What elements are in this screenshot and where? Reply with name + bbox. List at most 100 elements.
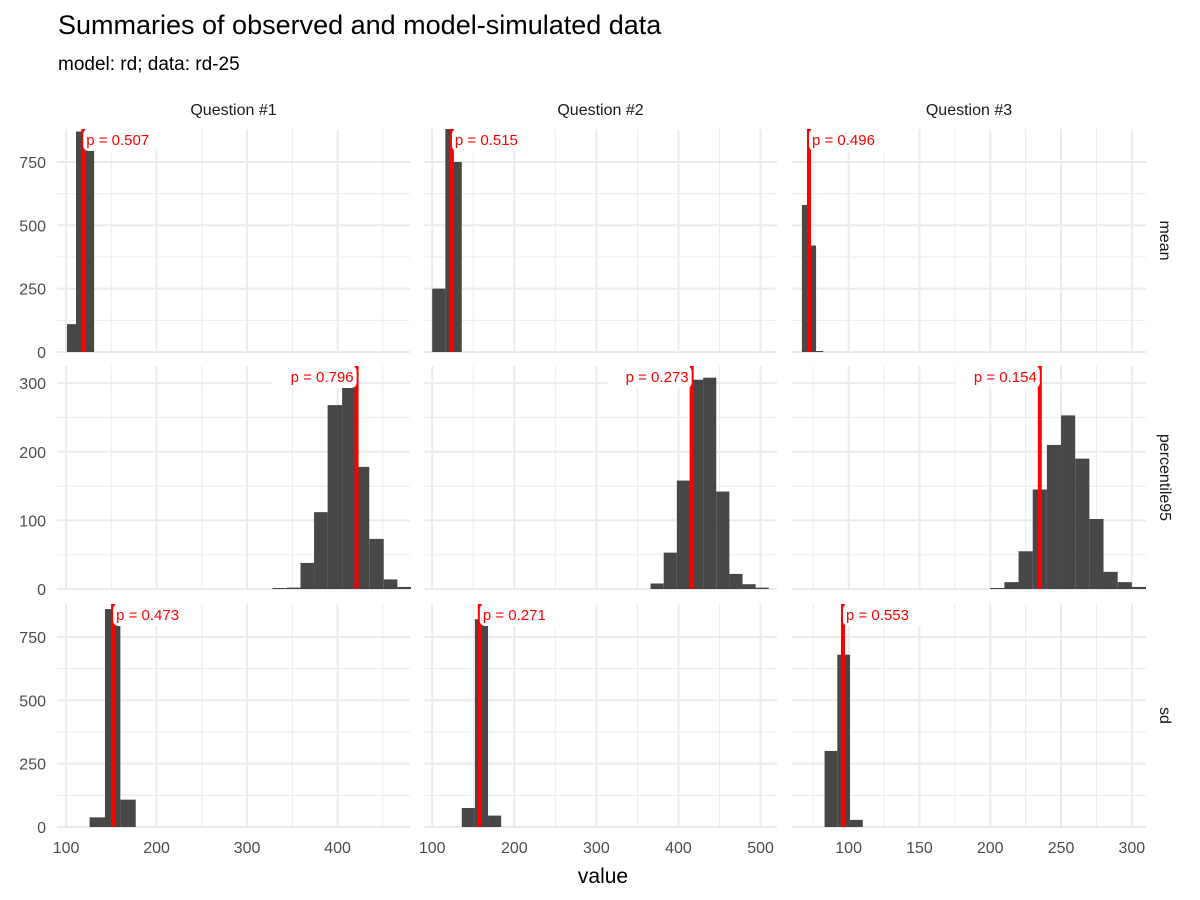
p-value-label-box: [955, 366, 1040, 388]
x-tick-label: 150: [906, 840, 933, 857]
histogram-bar: [990, 588, 1005, 589]
histogram-bar: [808, 245, 817, 352]
y-tick-label: 500: [19, 218, 46, 235]
p-value-label-box: [451, 129, 536, 151]
panel-sd-question-2: p = 0.271: [461, 604, 564, 827]
x-tick-label: 100: [53, 840, 80, 857]
p-value-label: p = 0.154: [974, 369, 1037, 386]
x-tick-label: 100: [419, 840, 446, 857]
histogram-bar: [461, 807, 475, 827]
p-value-label: p = 0.515: [455, 132, 518, 149]
x-tick-label: 200: [143, 840, 170, 857]
facet-panels: Question #1 Question #2 Question #3 mean per…: [19, 102, 1173, 857]
panel-mean-question-2: p = 0.515: [432, 129, 536, 352]
x-tick-label: 500: [747, 840, 774, 857]
histogram-bar: [1046, 444, 1062, 589]
panel-mean-question-1: p = 0.507: [66, 129, 168, 352]
x-tick-label: 300: [583, 840, 610, 857]
y-tick-label: 250: [19, 757, 46, 774]
histogram-bar: [300, 562, 315, 589]
histogram-bar: [703, 377, 717, 589]
y-tick-label: 750: [19, 155, 46, 172]
histogram-bar: [272, 588, 287, 589]
p-value-label: p = 0.496: [812, 132, 875, 149]
p-value-label-box: [842, 604, 927, 626]
facet-row-label: percentile95: [1156, 434, 1173, 521]
x-axis-title: value: [578, 865, 628, 888]
histogram-bar: [676, 480, 690, 589]
histogram-bar: [1075, 458, 1090, 589]
x-tick-label: 100: [835, 840, 862, 857]
x-tick-label: 400: [665, 840, 692, 857]
facet-column-label: Question #3: [926, 102, 1012, 119]
chart-title: Summaries of observed and model-simulate…: [58, 10, 662, 40]
histogram-bar: [1061, 415, 1076, 589]
facet-row-label: mean: [1156, 220, 1173, 260]
p-value-label-box: [272, 366, 357, 388]
panel-mean-question-3: p = 0.496: [801, 129, 893, 352]
x-tick-label: 300: [234, 840, 261, 857]
panel-percentile95-question-1: p = 0.796: [272, 366, 411, 589]
y-tick-label: 0: [37, 820, 46, 837]
histogram-bar: [286, 587, 301, 589]
panel-sd-question-1: p = 0.473: [89, 604, 198, 827]
chart-subtitle: model: rd; data: rd-25: [58, 54, 240, 75]
p-value-label: p = 0.473: [116, 607, 179, 624]
facet-row-label: sd: [1156, 707, 1173, 724]
histogram-bar: [801, 205, 809, 352]
panel-percentile95-question-2: p = 0.273: [607, 366, 769, 589]
histogram-bar: [1117, 582, 1132, 589]
y-tick-label: 250: [19, 282, 46, 299]
histogram-bar: [89, 817, 105, 827]
histogram-bar: [755, 587, 769, 589]
histogram-bar: [650, 583, 664, 589]
histogram-bar: [663, 552, 677, 589]
p-value-label-box: [479, 604, 564, 626]
histogram-bar: [1018, 551, 1033, 589]
histogram-bar: [850, 819, 863, 827]
histogram-bar: [369, 538, 384, 589]
histogram-bar: [729, 573, 743, 589]
histogram-bar: [742, 584, 756, 589]
panel-grid-mean-1: [57, 129, 410, 353]
histogram-bar: [816, 351, 824, 352]
x-tick-label: 200: [501, 840, 528, 857]
histogram-bar: [342, 386, 356, 589]
histogram-bar: [397, 586, 411, 589]
y-tick-label: 500: [19, 693, 46, 710]
histogram-bar: [66, 324, 77, 352]
x-tick-label: 250: [1048, 840, 1075, 857]
histogram-bar: [1131, 586, 1146, 589]
histogram-bar: [355, 466, 370, 589]
p-value-label-box: [808, 129, 893, 151]
p-value-label: p = 0.796: [291, 369, 354, 386]
panel-grid-mean-3: [792, 129, 1146, 353]
p-value-label: p = 0.273: [626, 369, 689, 386]
p-value-label-box: [83, 129, 168, 151]
histogram-bar: [120, 799, 136, 827]
histogram-bar: [432, 288, 446, 352]
p-value-label-box: [607, 366, 692, 388]
facet-column-label: Question #2: [557, 102, 643, 119]
histogram-bar: [824, 750, 838, 827]
histogram-bar: [1004, 582, 1019, 589]
histogram-bar: [383, 579, 398, 589]
y-tick-label: 100: [19, 513, 46, 530]
histogram-bar: [85, 141, 95, 352]
y-tick-label: 0: [37, 582, 46, 599]
p-value-label: p = 0.271: [483, 607, 546, 624]
y-tick-label: 200: [19, 445, 46, 462]
panel-percentile95-question-3: p = 0.154: [955, 366, 1146, 589]
histogram-bar: [716, 491, 730, 589]
histogram-bar: [1103, 571, 1118, 589]
x-tick-label: 300: [1118, 840, 1145, 857]
x-tick-label: 400: [324, 840, 351, 857]
x-tick-label: 200: [977, 840, 1004, 857]
p-value-label: p = 0.553: [846, 607, 909, 624]
histogram-bar: [453, 161, 462, 352]
histogram-bar: [76, 131, 86, 352]
facet-column-label: Question #1: [190, 102, 276, 119]
panel-grid-mean-2: [424, 129, 777, 353]
